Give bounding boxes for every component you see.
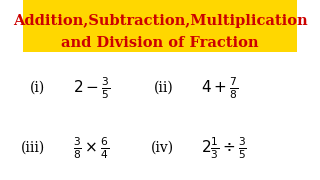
Text: $4 + \frac{7}{8}$: $4 + \frac{7}{8}$ xyxy=(201,75,238,101)
Text: $\frac{3}{8} \times \frac{6}{4}$: $\frac{3}{8} \times \frac{6}{4}$ xyxy=(73,135,109,161)
Text: (i): (i) xyxy=(30,81,45,95)
Text: (iv): (iv) xyxy=(150,141,174,155)
Text: Addition,Subtraction,Multiplication: Addition,Subtraction,Multiplication xyxy=(13,14,307,28)
FancyBboxPatch shape xyxy=(23,0,297,52)
Text: (iii): (iii) xyxy=(21,141,45,155)
Text: (ii): (ii) xyxy=(154,81,174,95)
Text: $2 - \frac{3}{5}$: $2 - \frac{3}{5}$ xyxy=(73,75,110,101)
Text: and Division of Fraction: and Division of Fraction xyxy=(61,36,259,50)
Text: $2\frac{1}{3} \div \frac{3}{5}$: $2\frac{1}{3} \div \frac{3}{5}$ xyxy=(201,135,247,161)
